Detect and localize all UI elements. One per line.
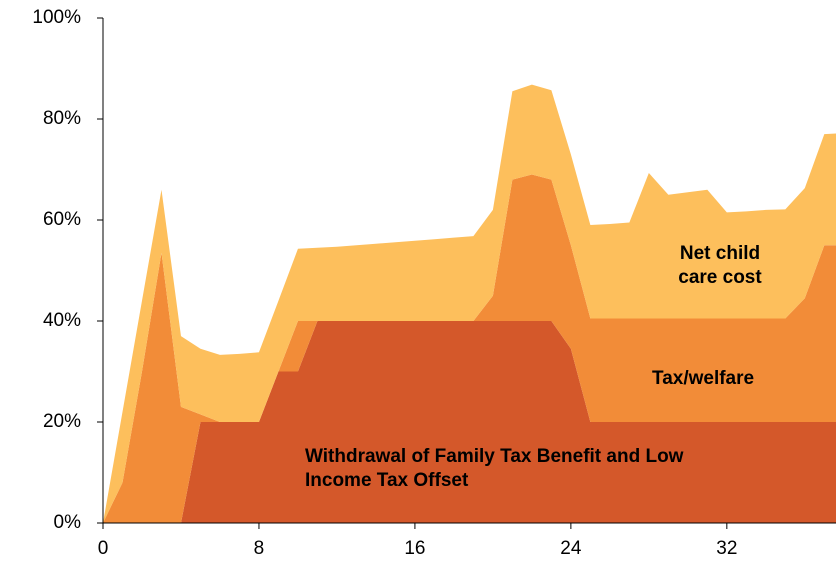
x-tick-label: 16 (404, 538, 425, 559)
y-tick-label: 100% (32, 7, 81, 28)
series-label: Net child care cost (678, 243, 762, 288)
x-tick-label: 32 (716, 538, 737, 559)
area (103, 84, 836, 523)
series-label: Tax/welfare (652, 368, 755, 389)
y-tick-label: 0% (54, 512, 82, 533)
x-tick-label: 0 (98, 538, 109, 559)
y-tick-label: 20% (43, 411, 81, 432)
x-tick-label: 24 (560, 538, 582, 559)
y-tick-label: 80% (43, 108, 81, 129)
y-tick-label: 40% (43, 310, 81, 331)
x-tick-label: 8 (254, 538, 265, 559)
series-label: Withdrawal of Family Tax Benefit and Low… (305, 446, 684, 491)
y-tick-label: 60% (43, 209, 81, 230)
area (103, 174, 836, 523)
